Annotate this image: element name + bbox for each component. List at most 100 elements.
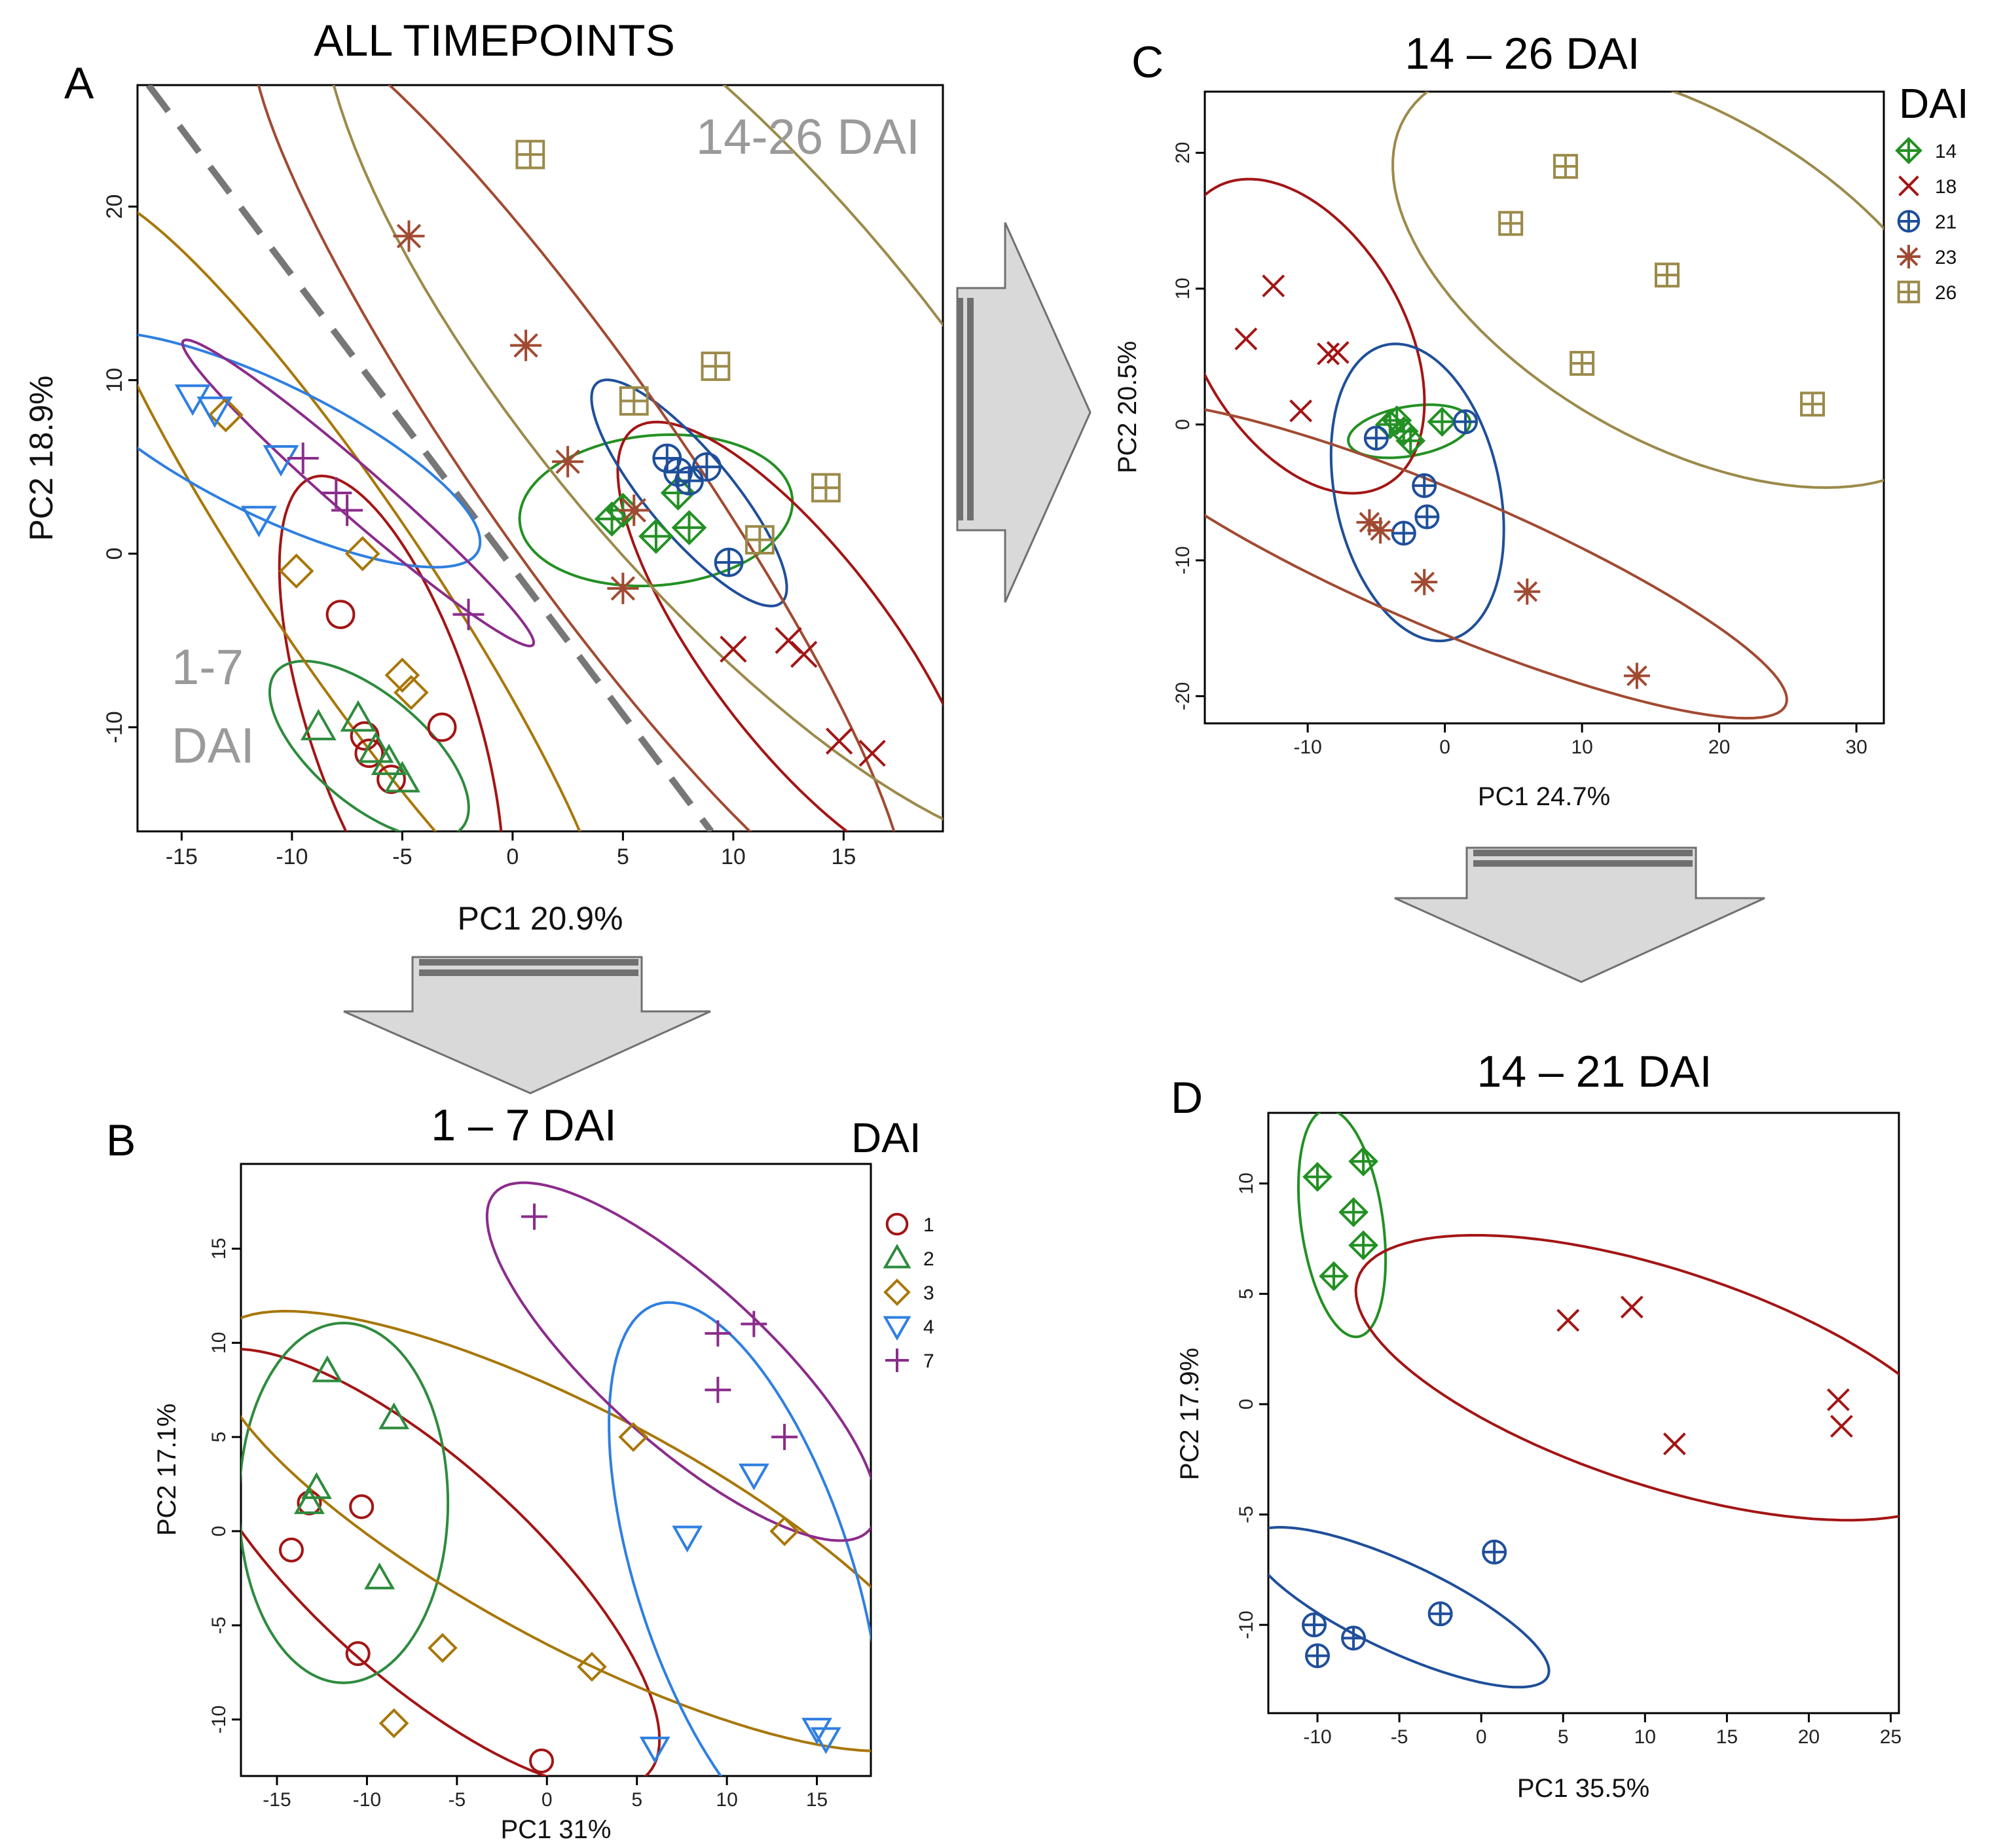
panel-d-xtick-label: 25 — [1880, 1726, 1902, 1748]
panel-c-point-18 — [1317, 342, 1340, 365]
arrow-c-to-d — [1394, 846, 1765, 983]
panel-a-point-26 — [811, 473, 841, 503]
panel-b-ellipse-7 — [485, 1181, 871, 1542]
panel-c-legend-label-23: 23 — [1935, 247, 1957, 268]
panel-c-xlabel: PC1 24.7% — [1478, 782, 1610, 811]
panel-a-point-7 — [320, 477, 352, 509]
panel-c-point-21 — [1412, 473, 1437, 498]
region-label-early-top: 1-7 — [172, 640, 244, 695]
panel-d-xlabel: PC1 35.5% — [1517, 1774, 1649, 1803]
panel-d-point-14 — [1338, 1197, 1369, 1227]
timepoint-divider-line — [145, 85, 714, 831]
panel-b-point-1 — [349, 1494, 375, 1519]
panel-c-ytick-label: 20 — [1172, 142, 1194, 164]
panel-b-plot: -15 -10 -5 0 5 10 15 -10 -5 0 5 10 15 — [208, 1163, 872, 1811]
panel-c-point-14 — [1395, 426, 1426, 456]
panel-b-point-4 — [801, 1718, 832, 1745]
panel-a: A ALL TIMEPOINTS -15 -10 -5 0 5 10 15-1001020 … — [23, 16, 944, 937]
panel-b-legend-marker-7 — [885, 1349, 909, 1372]
panel-b-xtick-label: -15 — [263, 1789, 291, 1811]
panel-c-legend-marker-23 — [1897, 245, 1920, 268]
panel-a-point-7 — [287, 443, 319, 474]
panel-a-point-3 — [344, 535, 380, 571]
panel-b-legend-marker-1 — [885, 1212, 909, 1236]
panel-a-point-23 — [607, 572, 639, 604]
panel-d-xtick-label: 20 — [1798, 1726, 1820, 1748]
panel-c-letter: C — [1131, 37, 1164, 87]
panel-d-xtick-label: -5 — [1391, 1726, 1408, 1748]
panel-c-ylabel: PC2 20.5% — [1113, 341, 1142, 473]
panel-b-point-1 — [278, 1537, 304, 1563]
panel-b-point-4 — [810, 1727, 841, 1754]
panel-c: C 14 – 26 DAI DAI -10 0 10 20 30-20-1001020 … — [1113, 29, 1969, 811]
panel-a-plot: -15 -10 -5 0 5 10 15 -10 0 10 20 — [102, 84, 944, 869]
panel-c-ytick-label: 0 — [1172, 419, 1194, 430]
panel-a-point-2 — [340, 700, 377, 732]
panel-c-point-23 — [1411, 569, 1438, 596]
panel-b-ytick-label: 5 — [208, 1432, 230, 1443]
panel-a-point-7 — [452, 598, 485, 630]
panel-b-point-7 — [705, 1320, 731, 1347]
panel-a-point-18 — [790, 640, 818, 668]
panel-c-legend: 14 18 21 23 26 — [1895, 137, 1957, 304]
panel-d-point-21 — [1305, 1643, 1331, 1669]
panel-c-point-23 — [1367, 517, 1394, 544]
panel-b-ytick-label: 0 — [208, 1526, 230, 1537]
panel-a-xtick-label: 5 — [617, 844, 629, 869]
panel-b-point-4 — [738, 1463, 769, 1491]
panel-a-xtick-label: -5 — [392, 844, 412, 869]
panel-b-ellipse-2 — [241, 1321, 450, 1684]
panel-b-point-2 — [293, 1487, 325, 1514]
panel-c-legend-label-21: 21 — [1935, 211, 1957, 233]
panel-a-xtick-label: -10 — [276, 844, 308, 869]
panel-c-point-21 — [1414, 504, 1440, 530]
panel-b-ellipse-4 — [608, 1301, 871, 1776]
arrow-a-to-b — [343, 956, 711, 1095]
panel-c-plot-area — [1205, 92, 1884, 720]
panel-d-point-14 — [1302, 1161, 1332, 1192]
panel-b-point-7 — [741, 1311, 767, 1337]
panel-b-ytick-label: -5 — [208, 1617, 230, 1635]
panel-c-xtick-label: 30 — [1845, 736, 1867, 758]
panel-c-point-14 — [1374, 409, 1405, 440]
panel-b-legend-label-4: 4 — [923, 1316, 934, 1338]
panel-b-point-2 — [301, 1472, 332, 1499]
panel-a-point-23 — [618, 494, 650, 526]
panel-a-point-26 — [701, 352, 731, 381]
panel-a-ylabel: PC2 18.9% — [23, 376, 60, 541]
panel-c-ytick-label: -10 — [1172, 546, 1194, 574]
panel-b-point-7 — [705, 1377, 731, 1404]
panel-d-ytick-label: 0 — [1236, 1399, 1257, 1410]
panel-c-frame — [1204, 90, 1885, 725]
panel-a-point-1 — [325, 600, 356, 630]
panel-b-point-7 — [771, 1424, 798, 1451]
panel-a-frame — [136, 84, 944, 833]
panel-a-ellipse-1 — [278, 474, 503, 831]
panel-b-legend-label-7: 7 — [923, 1350, 934, 1372]
panel-c-point-26 — [1498, 211, 1524, 236]
panel-a-ellipse-3 — [138, 211, 581, 831]
panel-c-xtick-label: 20 — [1708, 736, 1730, 758]
panel-a-point-1 — [354, 738, 384, 769]
panel-a-point-1 — [377, 765, 406, 794]
panel-c-point-26 — [1654, 263, 1680, 288]
panel-b-point-4 — [672, 1525, 703, 1553]
panel-d-xtick-label: 10 — [1634, 1726, 1656, 1748]
panel-a-point-3 — [384, 657, 420, 693]
panel-d-point-14 — [1319, 1261, 1349, 1292]
panel-d-xtick-label: 0 — [1476, 1726, 1487, 1748]
panel-c-legend-marker-18 — [1898, 175, 1919, 196]
panel-b-point-2 — [364, 1562, 395, 1589]
panel-b-point-3 — [769, 1516, 799, 1546]
panel-b-ytick-label: 15 — [208, 1238, 230, 1259]
panel-b-xtick-label: 5 — [631, 1789, 642, 1811]
panel-c-point-18 — [1234, 327, 1258, 351]
panel-c-ytick-label: -20 — [1172, 682, 1194, 710]
panel-d-ylabel: PC2 17.9% — [1175, 1348, 1204, 1480]
panel-a-ytick-label: 0 — [102, 547, 127, 560]
panel-b-point-3 — [378, 1708, 409, 1739]
panel-c-ellipse-14 — [1347, 403, 1472, 460]
panel-d-letter: D — [1171, 1073, 1203, 1123]
panel-d-ytick-label: 10 — [1236, 1172, 1257, 1194]
panel-b-point-1 — [529, 1748, 555, 1773]
